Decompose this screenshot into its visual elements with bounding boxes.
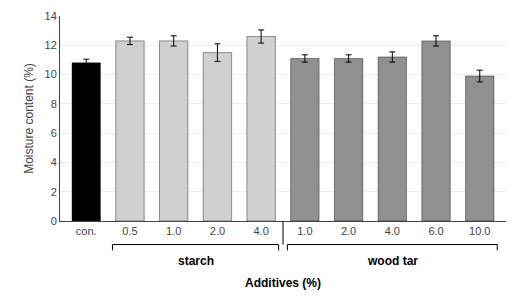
svg-text:wood tar: wood tar bbox=[367, 254, 418, 268]
svg-text:6: 6 bbox=[51, 127, 57, 139]
svg-text:2.0: 2.0 bbox=[210, 225, 225, 237]
svg-text:1.0: 1.0 bbox=[297, 225, 312, 237]
svg-text:4.0: 4.0 bbox=[253, 225, 268, 237]
svg-text:8: 8 bbox=[51, 98, 57, 110]
svg-text:0: 0 bbox=[51, 215, 57, 227]
svg-text:Moisture content (%): Moisture content (%) bbox=[22, 63, 36, 174]
svg-text:6.0: 6.0 bbox=[428, 225, 443, 237]
svg-text:0.5: 0.5 bbox=[122, 225, 137, 237]
svg-text:con.: con. bbox=[76, 225, 97, 237]
svg-text:14: 14 bbox=[45, 10, 57, 22]
svg-text:Additives (%): Additives (%) bbox=[245, 276, 321, 290]
svg-text:4.0: 4.0 bbox=[385, 225, 400, 237]
svg-text:10.0: 10.0 bbox=[469, 225, 490, 237]
svg-text:4: 4 bbox=[51, 156, 57, 168]
svg-text:12: 12 bbox=[45, 39, 57, 51]
svg-text:starch: starch bbox=[178, 254, 214, 268]
svg-text:2.0: 2.0 bbox=[341, 225, 356, 237]
svg-text:1.0: 1.0 bbox=[166, 225, 181, 237]
svg-text:2: 2 bbox=[51, 186, 57, 198]
svg-text:10: 10 bbox=[45, 68, 57, 80]
